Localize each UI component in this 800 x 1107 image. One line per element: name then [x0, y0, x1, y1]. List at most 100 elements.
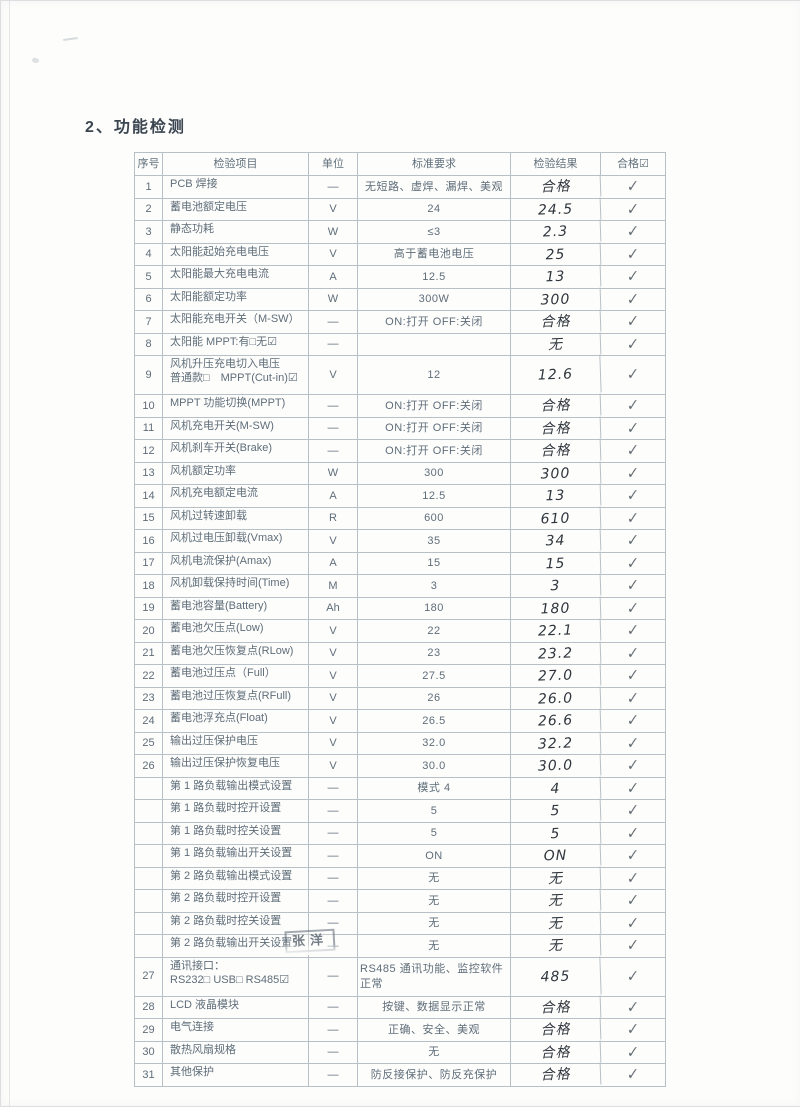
cell-result: 13: [510, 483, 602, 509]
cell-unit: —: [309, 890, 358, 912]
header-no: 序号: [135, 153, 163, 175]
cell-no: [135, 912, 163, 934]
cell-item: 风机电流保护(Amax): [163, 552, 309, 574]
table-row: 8 太阳能 MPPT:有□无☑ — 无 ✓: [135, 331, 665, 357]
cell-no: [135, 777, 163, 799]
cell-result: 无: [510, 331, 602, 357]
table-row: 11 风机充电开关(M-SW) — ON:打开 OFF:关闭 合格 ✓: [135, 415, 665, 441]
cell-item: 风机刹车开关(Brake): [163, 440, 309, 462]
cell-standard: 无: [358, 935, 511, 957]
cell-no: 15: [135, 507, 163, 529]
cell-result: 无: [510, 933, 602, 959]
header-item: 检验项目: [163, 153, 309, 175]
cell-result: 30.0: [510, 753, 602, 779]
cell-unit: V: [309, 665, 358, 687]
cell-no: [135, 845, 163, 867]
table-row: 第 2 路负载时控关设置 — 无无 ✓: [135, 910, 665, 936]
table-row: 1 PCB 焊接 — 无短路、虚焊、漏焊、美观 合格 ✓: [135, 174, 665, 200]
cell-unit: A: [309, 266, 358, 288]
cell-item: 蓄电池容量(Battery): [163, 597, 309, 619]
cell-no: 12: [135, 440, 163, 462]
cell-standard: 300W: [358, 288, 511, 310]
cell-item: 第 1 路负载时控开设置: [163, 800, 309, 822]
cell-standard: 12: [358, 356, 511, 394]
table-row: 14 风机充电额定电流 A 12.5 13 ✓: [135, 483, 665, 509]
cell-result: 23.2: [510, 640, 602, 666]
cell-standard: 5: [358, 822, 511, 844]
cell-standard: 12.5: [358, 266, 511, 288]
cell-standard: 正确、安全、美观: [358, 1019, 511, 1041]
cell-unit: —: [309, 867, 358, 889]
cell-no: 26: [135, 755, 163, 777]
cell-no: 22: [135, 665, 163, 687]
cell-unit: V: [309, 356, 358, 394]
cell-unit: —: [309, 912, 358, 934]
cell-item: 第 2 路负载输出模式设置: [163, 867, 309, 889]
cell-standard: 300: [358, 462, 511, 484]
cell-no: 24: [135, 710, 163, 732]
table-row: 9 风机升压充电切入电压 普通款□ MPPT(Cut-in)☑ V 12 12.6 ✓: [135, 354, 665, 396]
cell-standard: 无: [358, 912, 511, 934]
item-line-1: 通讯接口：: [170, 959, 225, 972]
cell-item: 风机充电开关(M-SW): [163, 417, 309, 439]
cell-item: 第 1 路负载时控关设置: [163, 822, 309, 844]
cell-standard: ≤3: [358, 221, 511, 243]
cell-unit: —: [309, 417, 358, 439]
cell-unit: M: [309, 575, 358, 597]
cell-result: 34: [510, 528, 602, 554]
table-row: 21 蓄电池欠压恢复点(RLow) V 23 23.2 ✓: [135, 640, 665, 666]
cell-no: 13: [135, 462, 163, 484]
cell-item: 蓄电池过压点（Full）: [163, 665, 309, 687]
cell-item: 蓄电池欠压点(Low): [163, 620, 309, 642]
cell-item: 太阳能额定功率: [163, 288, 309, 310]
cell-result: 合格: [510, 1017, 602, 1043]
cell-standard: 23: [358, 642, 511, 664]
cell-standard: 无短路、虚焊、漏焊、美观: [358, 176, 511, 198]
cell-unit: —: [309, 440, 358, 462]
scan-artifact-dash: [62, 36, 79, 42]
cell-standard: ON:打开 OFF:关闭: [358, 311, 511, 333]
cell-result: 无: [510, 865, 602, 891]
cell-item: 风机卸载保持时间(Time): [163, 575, 309, 597]
cell-unit: —: [309, 176, 358, 198]
cell-no: 8: [135, 333, 163, 355]
cell-item: 蓄电池欠压恢复点(RLow): [163, 642, 309, 664]
cell-result: 12.6: [510, 354, 602, 396]
cell-item: 第 2 路负载时控关设置: [163, 912, 309, 934]
cell-no: 27: [135, 957, 163, 996]
cell-no: 6: [135, 288, 163, 310]
cell-result: 5: [510, 820, 602, 846]
cell-result: 合格: [510, 393, 602, 419]
table-row: 19 蓄电池容量(Battery) Ah 180 180 ✓: [135, 595, 665, 621]
cell-unit: V: [309, 530, 358, 552]
table-row: 13 风机额定功率 W 300 300 ✓: [135, 460, 665, 486]
cell-standard: ON: [358, 845, 511, 867]
table-header-row: 序号 检验项目 单位 标准要求 检验结果 合格☑: [135, 153, 665, 176]
cell-no: 17: [135, 552, 163, 574]
cell-item: 电气连接: [163, 1019, 309, 1041]
cell-item: 第 1 路负载输出开关设置: [163, 845, 309, 867]
cell-item: 输出过压保护恢复电压: [163, 755, 309, 777]
header-standard: 标准要求: [358, 153, 511, 175]
cell-result: 3: [510, 573, 602, 599]
cell-no: 30: [135, 1041, 163, 1063]
cell-no: 29: [135, 1019, 163, 1041]
cell-unit: A: [309, 485, 358, 507]
cell-standard: 按键、数据显示正常: [358, 996, 511, 1018]
cell-result: 5: [510, 798, 602, 824]
cell-unit: —: [309, 1064, 358, 1086]
table-row: 10 MPPT 功能切换(MPPT) — ON:打开 OFF:关闭 合格 ✓: [135, 393, 665, 419]
table-row: 第 1 路负载时控开设置 —5 5 ✓: [135, 798, 665, 824]
cell-no: [135, 867, 163, 889]
cell-unit: V: [309, 710, 358, 732]
table-row: 27 通讯接口： RS232□ USB□ RS485☑ — RS485 通讯功能、监控软…: [135, 955, 665, 998]
table-row: 第 2 路负载输出开关设置—无无✓: [135, 933, 665, 959]
cell-no: [135, 935, 163, 957]
cell-result: ON: [510, 843, 602, 869]
cell-unit: —: [309, 996, 358, 1018]
cell-result: 合格: [510, 174, 602, 200]
table-row: 24 蓄电池浮充点(Float) V 26.5 26.6 ✓: [135, 708, 665, 734]
table-row: 30 散热风扇规格 — 无合格 ✓: [135, 1039, 665, 1065]
cell-no: 2: [135, 198, 163, 220]
cell-no: 25: [135, 732, 163, 754]
